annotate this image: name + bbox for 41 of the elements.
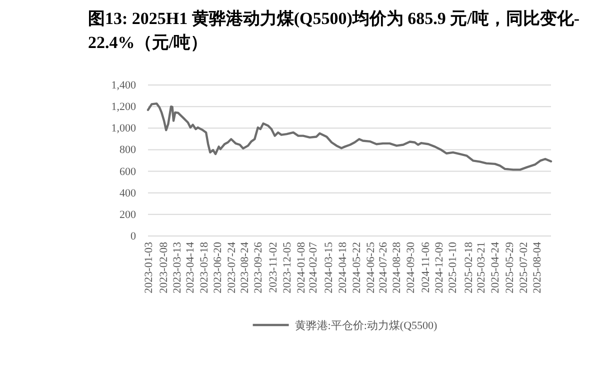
x-tick-label: 2024-08-28 — [391, 242, 404, 294]
x-tick-label: 2023-03-13 — [171, 242, 184, 294]
y-tick-label: 400 — [120, 187, 136, 200]
x-tick-label: 2025-01-10 — [446, 242, 459, 294]
x-tick-label: 2024-03-15 — [322, 242, 335, 294]
y-tick-label: 1,200 — [111, 101, 136, 114]
x-tick-label: 2023-09-26 — [252, 242, 264, 294]
y-tick-label: 800 — [120, 144, 136, 156]
x-tick-label: 2024-01-08 — [295, 242, 308, 294]
x-tick-label: 2025-02-18 — [462, 242, 475, 294]
x-tick-label: 2023-06-20 — [212, 242, 224, 294]
x-tick-label: 2023-11-02 — [268, 242, 280, 293]
title: 图13: 2025H1 黄骅港动力煤(Q5500)均价为 685.9 元/吨，同比变化-22.4%（元/吨） — [88, 9, 580, 52]
y-tick-label: 1,400 — [111, 80, 136, 92]
x-tick-label: 2024-07-26 — [378, 242, 390, 294]
legend: 黄骅港:平仓价:动力煤(Q5500) — [252, 320, 438, 332]
x-tick-label: 2023-04-14 — [184, 242, 197, 294]
legend-label: 黄骅港:平仓价:动力煤(Q5500) — [294, 319, 438, 332]
y-tick-label: 1,000 — [111, 122, 136, 135]
x-tick-label: 2023-02-08 — [158, 242, 170, 294]
y-tick-label: 600 — [120, 166, 136, 178]
y-tick-label: 200 — [120, 208, 136, 221]
x-tick-label: 2023-05-18 — [198, 242, 211, 294]
x-tick-label: 2023-08-24 — [238, 242, 251, 294]
x-tick-label: 2025-07-02 — [518, 242, 530, 294]
x-tick-label: 2025-08-04 — [532, 242, 544, 294]
y-tick-label: 0 — [130, 230, 136, 242]
x-tick-label: 2023-01-03 — [143, 242, 155, 294]
x-tick-label: 2024-05-22 — [350, 242, 363, 294]
x-tick-label: 2024-09-30 — [404, 242, 417, 294]
x-tick-label: 2024-02-07 — [308, 242, 320, 294]
x-tick-label: 2025-04-24 — [490, 242, 502, 294]
x-tick-label: 2025-03-21 — [476, 242, 488, 294]
x-tick-label: 2023-07-24 — [226, 242, 238, 294]
line-series — [146, 102, 552, 171]
x-tick-label: 2024-04-18 — [336, 242, 349, 294]
x-tick-label: 2025-05-29 — [504, 242, 516, 294]
x-tick-label: 2024-11-06 — [420, 242, 432, 293]
x-tick-label: 2023-12-05 — [281, 242, 294, 294]
x-tick-label: 2024-06-25 — [364, 242, 377, 294]
x-tick-label: 2024-12-09 — [434, 242, 446, 294]
